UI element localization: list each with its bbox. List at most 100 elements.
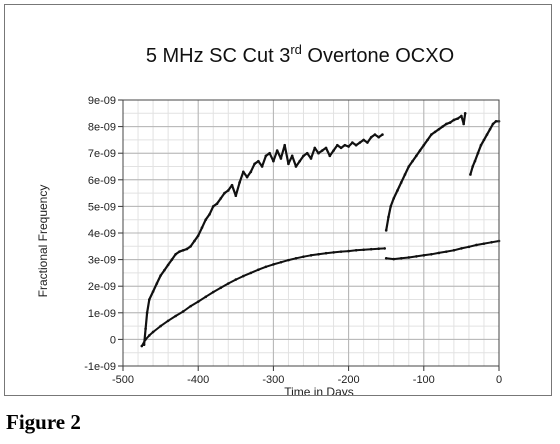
data-point: [320, 149, 324, 152]
plot-border: [122, 99, 500, 367]
chart-title-main: 5 MHz SC Cut 3: [146, 45, 290, 67]
series-line: [385, 240, 500, 261]
y-tick-label: 2e-09: [88, 281, 116, 293]
data-point: [473, 159, 477, 163]
data-point: [366, 141, 369, 144]
series-line: [385, 112, 467, 232]
data-point: [339, 146, 343, 150]
data-point: [309, 254, 313, 257]
data-point: [151, 290, 155, 293]
data-point: [467, 245, 471, 249]
data-point: [145, 311, 149, 315]
data-point: [452, 118, 456, 122]
chart-title-superscript: rd: [290, 42, 302, 57]
data-point: [302, 255, 305, 258]
data-point: [144, 338, 147, 341]
data-point: [219, 286, 223, 290]
data-point: [362, 138, 365, 142]
data-point: [418, 149, 422, 152]
data-point: [174, 252, 177, 256]
data-point: [189, 304, 192, 308]
data-point: [313, 146, 317, 150]
data-point: [302, 154, 305, 158]
data-point: [490, 241, 493, 244]
data-point: [475, 243, 478, 247]
y-axis-label: Fractional Frequency: [36, 185, 50, 298]
data-point: [211, 205, 215, 208]
data-point: [384, 229, 388, 232]
data-point: [294, 256, 298, 260]
data-point: [437, 127, 441, 131]
data-point: [317, 252, 320, 256]
figure-caption: Figure 2: [6, 410, 81, 434]
y-tick-label: 5e-09: [88, 201, 116, 213]
data-point: [257, 159, 260, 163]
data-point: [144, 327, 147, 331]
data-point: [456, 117, 459, 120]
y-tick-label: 9e-09: [88, 95, 116, 107]
data-point: [343, 143, 347, 147]
data-point: [151, 330, 155, 334]
data-point: [430, 133, 433, 136]
data-point: [482, 242, 486, 245]
x-tick-label: -100: [413, 374, 435, 386]
series-layer: [140, 112, 501, 348]
clipped-top-text: [50, 0, 290, 4]
data-point: [215, 202, 219, 206]
data-point: [226, 189, 230, 192]
data-point: [279, 260, 283, 264]
y-tick-label: 3e-09: [88, 255, 116, 267]
data-point: [354, 143, 358, 147]
data-point: [414, 154, 418, 158]
data-point: [411, 159, 414, 163]
data-point: [476, 151, 480, 155]
data-point: [392, 197, 396, 200]
data-point: [383, 247, 386, 250]
data-point: [211, 290, 215, 294]
y-tick-label: 1e-09: [88, 308, 116, 320]
data-point: [437, 251, 441, 255]
data-point: [204, 218, 208, 221]
data-point: [140, 344, 144, 348]
data-point: [290, 154, 294, 158]
data-point: [272, 263, 275, 266]
data-point: [488, 127, 492, 131]
data-point: [298, 159, 302, 163]
y-tick-label: 4e-09: [88, 228, 116, 240]
data-point: [196, 300, 200, 303]
data-point: [422, 143, 426, 147]
chart-title: 5 MHz SC Cut 3rd Overtone OCXO: [146, 42, 454, 67]
data-point: [200, 226, 204, 229]
data-point: [163, 268, 166, 272]
data-point: [377, 135, 380, 139]
data-point: [384, 256, 388, 260]
x-tick-label: -500: [112, 374, 134, 386]
data-point: [460, 247, 463, 250]
data-point: [332, 149, 335, 152]
data-point: [174, 314, 177, 318]
data-point: [260, 165, 264, 168]
data-point: [332, 251, 335, 254]
data-point: [469, 173, 472, 176]
data-point: [234, 278, 238, 281]
data-point: [275, 149, 279, 152]
data-point: [223, 191, 226, 195]
data-point: [369, 135, 373, 139]
data-point: [445, 122, 448, 126]
data-point: [219, 197, 223, 200]
data-point: [234, 194, 238, 198]
data-point: [354, 248, 358, 252]
data-point: [257, 268, 260, 272]
data-point: [249, 170, 253, 174]
data-point: [317, 151, 320, 155]
data-point: [389, 205, 393, 208]
data-point: [441, 125, 444, 128]
data-point: [460, 114, 463, 118]
data-point: [369, 247, 373, 251]
chart-plot: 5 MHz SC Cut 3rd Overtone OCXO -500 -400-…: [36, 42, 502, 395]
data-point: [392, 257, 396, 261]
data-point: [159, 274, 162, 277]
data-point: [414, 255, 418, 258]
data-point: [245, 175, 249, 179]
data-point: [377, 247, 380, 250]
